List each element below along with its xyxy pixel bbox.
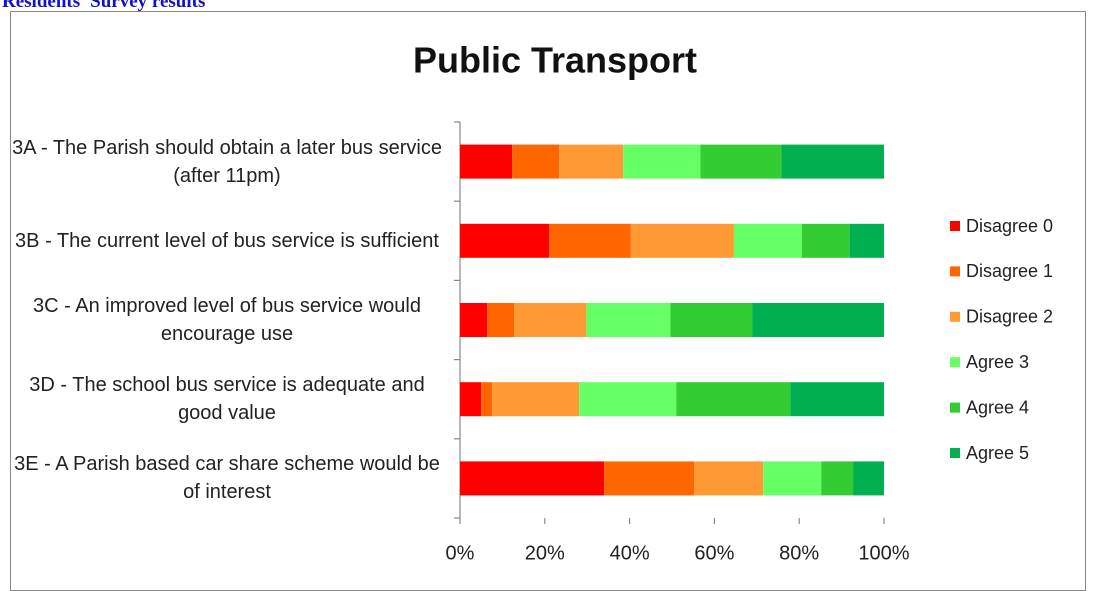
- bar-segment: [559, 144, 624, 179]
- legend-label: Disagree 1: [966, 261, 1053, 281]
- bar-segment: [512, 144, 560, 179]
- x-tick-label: 40%: [610, 542, 650, 564]
- bar-segment: [460, 303, 488, 337]
- bar-segment: [694, 461, 764, 496]
- bar-segment: [853, 461, 884, 496]
- legend-label: Agree 4: [966, 397, 1029, 417]
- bar-segment: [763, 461, 822, 496]
- bar-segment: [849, 223, 884, 258]
- bar-segment: [733, 223, 802, 258]
- x-tick-label: 20%: [525, 542, 565, 564]
- bar-segment: [670, 303, 753, 337]
- bar-segment: [492, 382, 580, 417]
- legend-swatch: [950, 266, 960, 277]
- x-tick-label: 100%: [858, 542, 909, 564]
- legend-swatch: [950, 448, 960, 458]
- bar-segment: [586, 303, 671, 337]
- bar-segment: [821, 461, 854, 496]
- category-label: 3D - The school bus service is adequate …: [29, 374, 425, 425]
- bar-segment: [481, 382, 493, 417]
- bar-segment: [487, 303, 515, 337]
- bar-segment: [623, 144, 701, 179]
- x-tick-label: 80%: [779, 542, 819, 564]
- bar-segment: [790, 382, 884, 417]
- legend-swatch: [950, 402, 960, 413]
- bar-segment: [460, 461, 605, 496]
- bar-segment: [460, 223, 550, 258]
- bar-segment: [514, 303, 587, 337]
- bar-segment: [460, 382, 482, 417]
- bar-segment: [549, 223, 631, 258]
- bar-segment: [579, 382, 677, 417]
- bar-segment: [700, 144, 782, 179]
- bar-segment: [676, 382, 791, 417]
- bar-segment: [630, 223, 734, 258]
- bar-segment: [460, 144, 513, 179]
- category-label: 3C - An improved level of bus service wo…: [33, 295, 421, 345]
- legend-label: Disagree 0: [966, 216, 1053, 236]
- bar-segment: [801, 223, 850, 258]
- bar-segment: [752, 303, 884, 337]
- category-label: 3E - A Parish based car share scheme wou…: [14, 453, 440, 504]
- legend-swatch: [950, 357, 960, 368]
- bar-segment: [604, 461, 695, 496]
- legend-swatch: [950, 311, 960, 322]
- category-label: 3B - The current level of bus service is…: [15, 229, 439, 252]
- page-header: Residents' Survey results: [2, 0, 206, 12]
- legend-swatch: [950, 221, 960, 231]
- chart-title: Public Transport: [413, 40, 697, 81]
- x-tick-label: 0%: [446, 542, 475, 564]
- legend-label: Agree 5: [966, 443, 1029, 463]
- x-tick-label: 60%: [694, 542, 734, 564]
- category-label: 3A - The Parish should obtain a later bu…: [12, 136, 442, 187]
- bar-segment: [781, 144, 884, 179]
- legend-label: Agree 3: [966, 352, 1029, 372]
- legend-label: Disagree 2: [966, 307, 1053, 327]
